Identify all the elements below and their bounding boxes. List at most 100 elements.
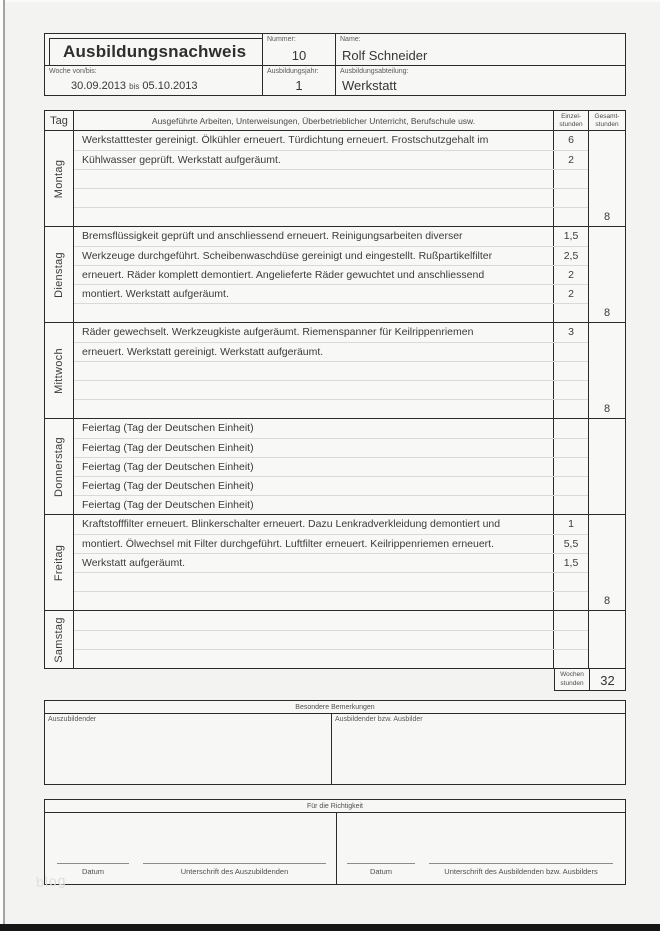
title-cell: Ausbildungsnachweis (45, 34, 263, 65)
work-row (74, 303, 588, 322)
col-header-description: Ausgeführte Arbeiten, Unterweisungen, Üb… (151, 115, 476, 126)
day-rows: Kraftstofffilter erneuert. Blinkerschalt… (74, 515, 588, 610)
page-edge-left-line (3, 0, 5, 928)
richtigkeit-title: Für die Richtigkeit (45, 800, 625, 813)
work-hours: 2,5 (553, 247, 588, 265)
bemerkungen-box: Besondere Bemerkungen Auszubildender Aus… (44, 700, 626, 785)
work-hours (553, 477, 588, 495)
page-edge-top (0, 0, 660, 2)
work-text: montiert. Ölwechsel mit Filter durchgefü… (82, 538, 495, 550)
table-header-row: Tag Ausgeführte Arbeiten, Unterweisungen… (45, 111, 625, 131)
day-name: Donnerstag (53, 436, 65, 497)
work-text (74, 304, 553, 322)
work-hours: 3 (553, 323, 588, 342)
work-row: montiert. Werkstatt aufgeräumt. 2 (74, 284, 588, 303)
work-hours (553, 573, 588, 591)
work-row (74, 611, 588, 630)
work-text: Feiertag (Tag der Deutschen Einheit) (82, 499, 254, 511)
work-row: Werkstatt aufgeräumt. 1,5 (74, 553, 588, 572)
work-row (74, 207, 588, 226)
woche-from: 30.09.2013 (71, 80, 127, 92)
day-label-cell: Freitag (45, 515, 74, 610)
work-table: Tag Ausgeführte Arbeiten, Unterweisungen… (44, 110, 626, 669)
work-hours: 1 (553, 515, 588, 534)
day-label-cell: Samstag (45, 611, 74, 668)
work-text (74, 381, 553, 399)
work-hours (553, 208, 588, 226)
bemerkungen-title: Besondere Bemerkungen (45, 701, 625, 714)
day-name: Mittwoch (53, 347, 65, 394)
work-hours (553, 419, 588, 438)
title-box: Ausbildungsnachweis (49, 38, 262, 65)
work-hours (553, 496, 588, 514)
work-hours: 2 (553, 151, 588, 169)
work-row: erneuert. Räder komplett demontiert. Ang… (74, 265, 588, 284)
bemerkungen-right-label: Ausbildender bzw. Ausbilder (335, 716, 423, 723)
work-text (74, 189, 553, 207)
work-row (74, 188, 588, 207)
richtigkeit-box: Für die Richtigkeit Datum Unterschrift d… (44, 799, 626, 885)
day-total (588, 611, 625, 668)
day-block-dienstag: Dienstag Bremsflüssigkeit geprüft und ans… (45, 227, 625, 323)
name-value: Rolf Schneider (342, 48, 428, 63)
work-row: Bremsflüssigkeit geprüft und anschliesse… (74, 227, 588, 246)
richtigkeit-right-cell: Datum Unterschrift des Ausbildenden bzw.… (337, 813, 625, 885)
day-block-mittwoch: Mittwoch Räder gewechselt. Werkzeugkiste … (45, 323, 625, 419)
work-hours: 2 (553, 285, 588, 303)
work-text: Räder gewechselt. Werkzeugkiste aufgeräu… (82, 326, 474, 338)
col-header-einzelstunden: Einzel- stunden (553, 111, 588, 130)
day-rows: Werkstatttester gereinigt. Ölkühler erne… (74, 131, 588, 226)
work-hours: 5,5 (553, 535, 588, 553)
work-text (74, 611, 553, 630)
woche-label: Woche von/bis: (49, 68, 97, 75)
page-edge-bottom-white (0, 931, 660, 934)
work-text: Kraftstofffilter erneuert. Blinkerschalt… (82, 518, 501, 530)
work-text: Werkstatt aufgeräumt. (82, 557, 186, 569)
day-name: Dienstag (53, 251, 65, 298)
work-row: Feiertag (Tag der Deutschen Einheit) (74, 419, 588, 438)
work-text (74, 170, 553, 188)
work-text (74, 573, 553, 591)
document-header: Ausbildungsnachweis Nummer: 10 Name: Rol… (44, 33, 626, 96)
work-row: Werkstatttester gereinigt. Ölkühler erne… (74, 131, 588, 150)
nummer-label: Nummer: (267, 36, 296, 43)
day-total: 8 (588, 323, 625, 418)
abteilung-label: Ausbildungsabteilung: (340, 68, 409, 75)
page-edge-left (0, 0, 3, 934)
work-hours (553, 343, 588, 361)
richtigkeit-left-cell: Datum Unterschrift des Auszubildenden (45, 813, 337, 885)
work-hours (553, 362, 588, 380)
work-row (74, 380, 588, 399)
work-row: montiert. Ölwechsel mit Filter durchgefü… (74, 534, 588, 553)
unterschrift-label-left: Unterschrift des Auszubildenden (180, 867, 289, 876)
work-hours (553, 304, 588, 322)
work-row (74, 399, 588, 418)
woche-bis: bis (129, 82, 140, 91)
work-text: Bremsflüssigkeit geprüft und anschliesse… (82, 230, 463, 242)
work-row: Feiertag (Tag der Deutschen Einheit) (74, 495, 588, 514)
week-total-label: Wochen stunden (554, 668, 589, 691)
day-rows: Räder gewechselt. Werkzeugkiste aufgeräu… (74, 323, 588, 418)
work-hours: 6 (553, 131, 588, 150)
day-label-cell: Dienstag (45, 227, 74, 322)
name-label: Name: (340, 36, 361, 43)
work-hours (553, 611, 588, 630)
datum-signature-line (57, 863, 129, 864)
work-hours (553, 650, 588, 668)
day-block-montag: Montag Werkstatttester gereinigt. Ölkühle… (45, 131, 625, 227)
work-hours (553, 592, 588, 610)
day-total (588, 419, 625, 514)
work-row: Feiertag (Tag der Deutschen Einheit) (74, 438, 588, 457)
woche-cell: Woche von/bis: 30.09.2013 bis 05.10.2013 (45, 66, 263, 95)
abteilung-cell: Ausbildungsabteilung: Werkstatt (336, 66, 625, 95)
day-label-cell: Montag (45, 131, 74, 226)
abteilung-value: Werkstatt (342, 78, 397, 93)
work-row (74, 361, 588, 380)
document-title: Ausbildungsnachweis (63, 42, 247, 61)
work-text (74, 400, 553, 418)
day-label-cell: Donnerstag (45, 419, 74, 514)
page-edge-bottom (0, 924, 660, 931)
work-row: Feiertag (Tag der Deutschen Einheit) (74, 476, 588, 495)
work-table-wrapper: Tag Ausgeführte Arbeiten, Unterweisungen… (44, 110, 626, 691)
work-row: erneuert. Werkstatt gereinigt. Werkstatt… (74, 342, 588, 361)
